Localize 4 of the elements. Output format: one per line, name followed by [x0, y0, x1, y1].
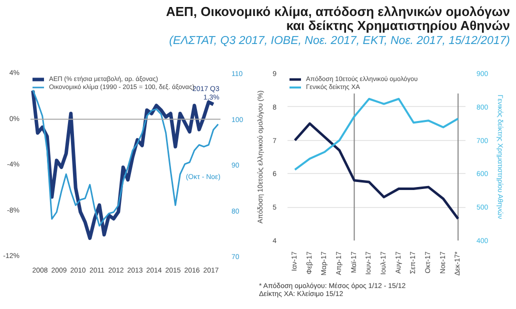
text: ΑΕΠ, Οικονομικό κλίμα, απόδοση ελληνικών ομολόγων και δείκτης Χρηματιστηρίου Αθηνών	[166, 4, 510, 33]
line-series	[294, 122, 460, 220]
line-series	[294, 98, 460, 171]
text: (ΕΛΣΤΑΤ, Q3 2017, ΙΟΒΕ, Νοε. 2017, ΕΚΤ, Νοε. 2017, 15/12/2017)	[169, 35, 510, 47]
